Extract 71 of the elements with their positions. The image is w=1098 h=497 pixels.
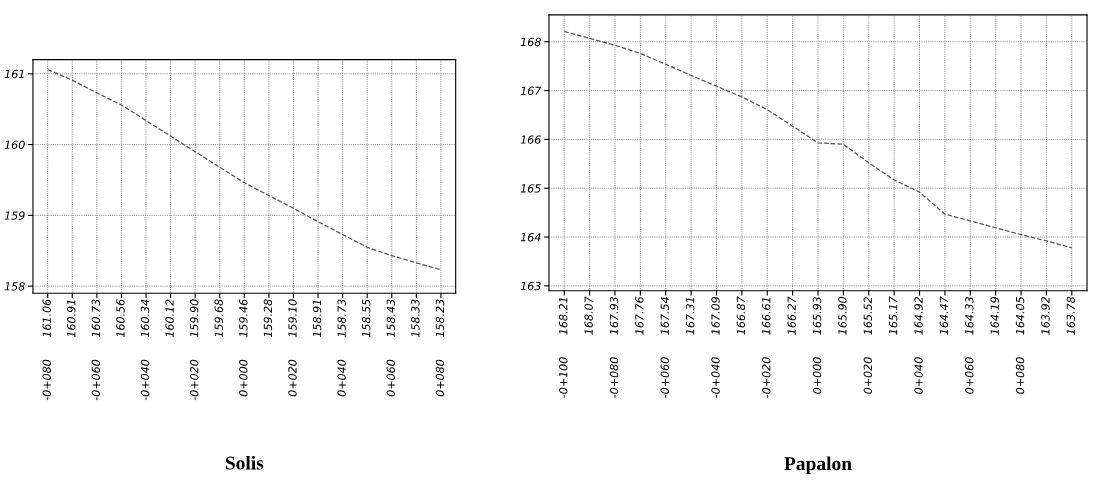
- x-tick-label: 0+060: [386, 359, 395, 397]
- y-tick-label: 165: [520, 184, 541, 193]
- x-tick-label: -0+100: [559, 357, 568, 398]
- data-label: 158.91: [312, 300, 322, 338]
- y-tick-label: 161: [4, 69, 24, 79]
- y-tick-label: 160: [4, 140, 25, 149]
- data-label: 158.73: [337, 299, 346, 338]
- x-tick-label: 0+040: [337, 359, 346, 397]
- y-tick-label: 164: [520, 233, 541, 242]
- data-label: 165.90: [838, 296, 847, 335]
- data-label: 160.91: [67, 300, 76, 338]
- data-label: 165.17: [888, 296, 898, 335]
- y-tick-label: 163: [520, 281, 541, 291]
- data-label: 164.92: [914, 296, 923, 335]
- data-label: 164.33: [965, 297, 974, 335]
- line-series: [47, 68, 442, 271]
- data-label: 160.12: [165, 299, 174, 338]
- data-label: 163.78: [1066, 296, 1076, 335]
- x-tick-label: 0+040: [914, 357, 923, 394]
- data-label: 159.28: [263, 299, 273, 338]
- x-tick-label: -0+060: [660, 357, 669, 398]
- y-tick-label: 158: [4, 282, 25, 291]
- x-tick-label: 0+060: [965, 357, 974, 394]
- y-tick-label: 159: [4, 211, 25, 220]
- data-label: 168.07: [584, 296, 593, 335]
- x-tick-label: -0+040: [711, 357, 720, 398]
- data-label: 160.73: [91, 299, 101, 338]
- data-label: 158.23: [435, 299, 445, 338]
- data-label: 168.21: [559, 297, 568, 335]
- data-label: 160.56: [116, 299, 125, 338]
- data-label: 165.93: [812, 297, 822, 335]
- data-label: 166.61: [762, 297, 771, 335]
- data-label: 166.27: [787, 296, 796, 335]
- x-tick-label: 0+020: [863, 357, 872, 394]
- data-label: 163.92: [1041, 296, 1050, 335]
- x-tick-label: 0+020: [288, 359, 297, 397]
- text: Solis: [225, 455, 264, 470]
- data-label: 158.33: [411, 299, 420, 338]
- data-label: 164.47: [939, 296, 949, 335]
- data-label: 158.43: [386, 299, 395, 338]
- y-tick-label: 168: [520, 37, 541, 47]
- x-tick-label: -0+080: [609, 357, 619, 398]
- x-tick-label: 0+000: [239, 359, 248, 397]
- x-tick-label: -0+020: [189, 359, 199, 401]
- data-label: 159.90: [189, 299, 199, 338]
- data-label: 167.93: [609, 297, 619, 335]
- x-tick-label: 0+000: [812, 357, 822, 394]
- x-tick-label: -0+040: [140, 359, 150, 401]
- x-tick-label: 0+080: [435, 359, 445, 397]
- x-tick-label: -0+080: [42, 359, 51, 401]
- line-series: [563, 30, 1073, 249]
- x-tick-label: -0+020: [762, 357, 771, 398]
- data-label: 165.52: [863, 296, 872, 335]
- x-tick-label: 0+080: [1015, 357, 1025, 394]
- data-label: 166.87: [736, 296, 746, 335]
- data-label: 160.34: [140, 299, 150, 338]
- data-label: 167.09: [711, 296, 720, 335]
- data-label: 159.68: [214, 299, 223, 338]
- y-tick-label: 166: [520, 135, 541, 144]
- data-label: 164.19: [990, 296, 999, 335]
- data-label: 161.06: [42, 299, 51, 338]
- data-label: 167.54: [660, 297, 669, 335]
- data-label: 167.76: [635, 296, 644, 335]
- data-label: 158.55: [362, 299, 371, 338]
- y-tick-label: 167: [520, 86, 542, 95]
- x-tick-label: -0+060: [91, 359, 101, 401]
- text: Papalon: [784, 456, 852, 475]
- data-label: 159.46: [239, 299, 248, 338]
- data-label: 159.10: [288, 299, 297, 338]
- data-label: 164.05: [1015, 296, 1025, 335]
- data-label: 167.31: [685, 297, 695, 335]
